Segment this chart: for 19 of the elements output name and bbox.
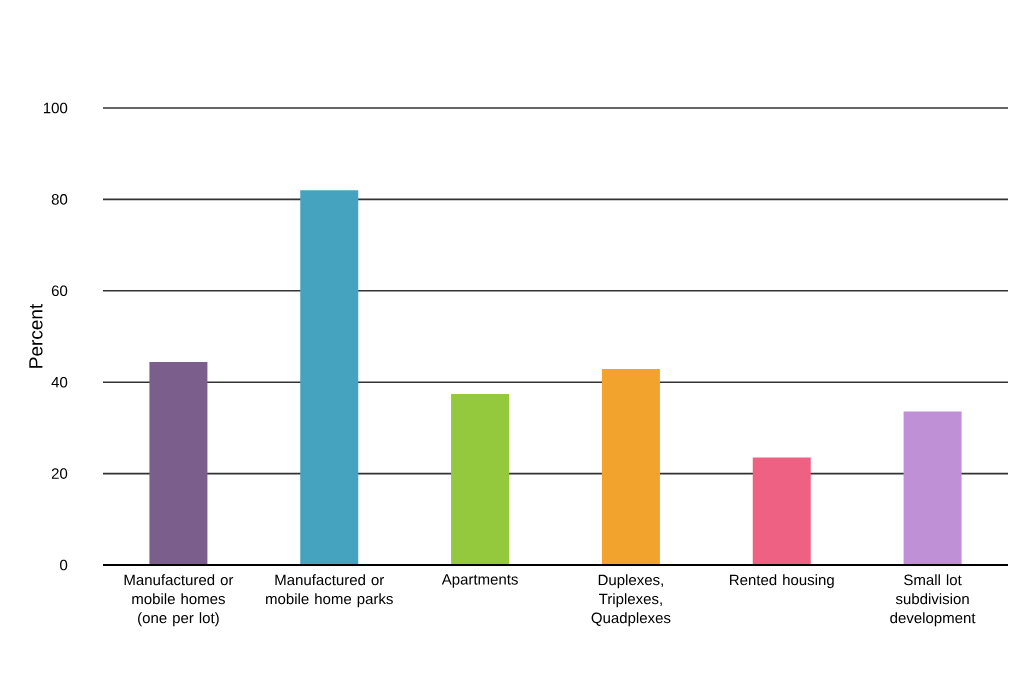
y-axis-title: Percent bbox=[29, 303, 43, 368]
x-tick-label: Rented housing bbox=[730, 574, 834, 589]
bar bbox=[903, 411, 962, 565]
x-tick-label: Small lot subdivision development bbox=[890, 574, 976, 627]
y-tick-label: 40 bbox=[51, 376, 68, 388]
y-tick-label: 20 bbox=[51, 468, 68, 479]
bar bbox=[451, 394, 510, 565]
bar bbox=[300, 190, 359, 565]
x-tick-label: Manufactured or mobile home parks bbox=[266, 574, 393, 608]
bar bbox=[752, 457, 811, 565]
x-tick-label: Apartments bbox=[441, 574, 518, 588]
y-tick-label: 60 bbox=[51, 285, 68, 297]
bar bbox=[149, 362, 208, 565]
y-tick-label: 100 bbox=[43, 102, 68, 114]
y-tick-label: 0 bbox=[60, 559, 68, 571]
x-tick-label: Manufactured or mobile homes (one per lot) bbox=[124, 574, 234, 627]
y-tick-label: 80 bbox=[51, 194, 68, 205]
bar bbox=[601, 368, 660, 565]
x-tick-label: Duplexes, Triplexes, Quadplexes bbox=[591, 574, 671, 627]
